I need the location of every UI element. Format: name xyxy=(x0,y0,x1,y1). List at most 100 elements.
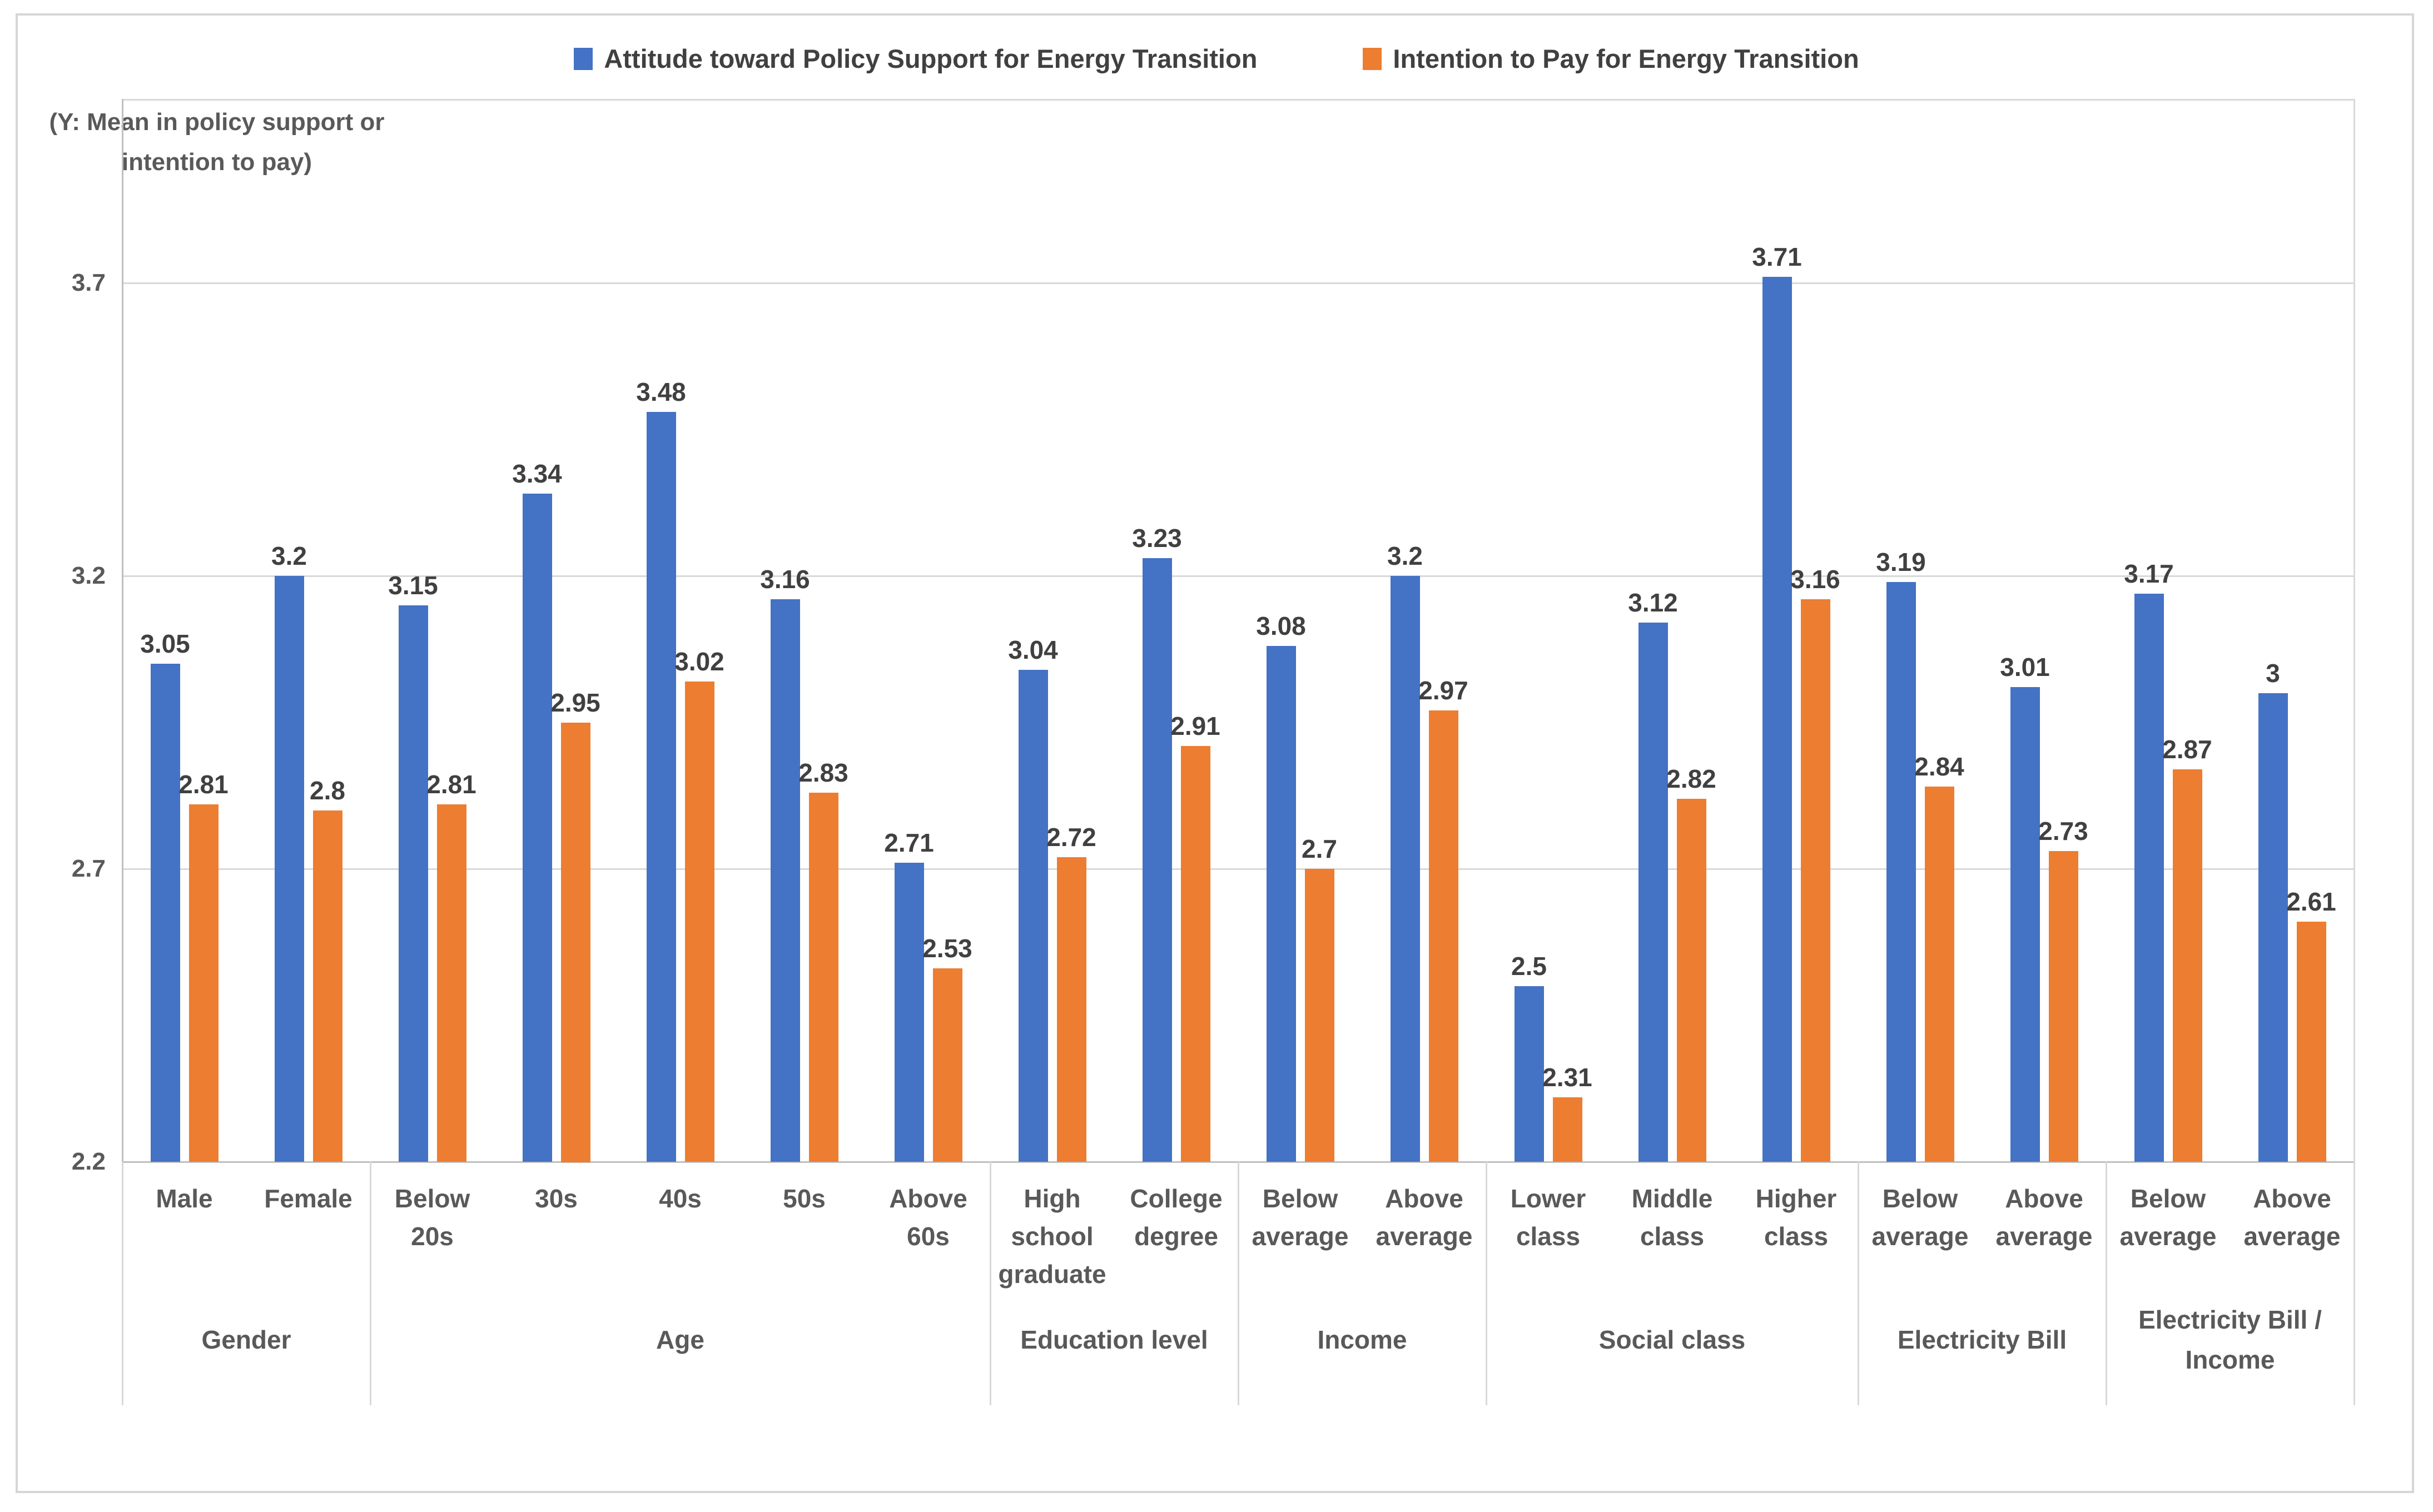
bar-attitude-13 xyxy=(1762,277,1792,1162)
group-label-6: Electricity Bill / Income xyxy=(2138,1305,2322,1374)
group-divider-2 xyxy=(1238,1162,1239,1405)
bar-intention-2 xyxy=(437,804,466,1162)
category-label-11: Lower class xyxy=(1510,1184,1586,1251)
y-tick-label: 2.2 xyxy=(71,1148,106,1175)
bar-attitude-6 xyxy=(895,863,924,1162)
bar-label-attitude-2: 3.15 xyxy=(388,571,438,600)
bar-label-intention-10: 2.97 xyxy=(1418,676,1468,705)
group-label-1: Age xyxy=(656,1325,704,1354)
bar-label-attitude-3: 3.34 xyxy=(512,459,562,488)
bar-label-intention-17: 2.61 xyxy=(2286,887,2336,916)
group-divider-3 xyxy=(1486,1162,1487,1405)
bar-label-attitude-15: 3.01 xyxy=(2000,653,2050,682)
bar-intention-10 xyxy=(1429,710,1458,1162)
gridline-3.2 xyxy=(122,575,2354,577)
category-label-10: Above average xyxy=(1376,1184,1473,1251)
bar-label-intention-2: 2.81 xyxy=(426,770,476,799)
bar-label-intention-16: 2.87 xyxy=(2162,735,2212,764)
category-label-8: College degree xyxy=(1130,1184,1223,1251)
bar-label-attitude-1: 3.2 xyxy=(271,541,307,570)
group-divider-6 xyxy=(2353,1162,2355,1405)
category-label-0: Male xyxy=(156,1184,213,1213)
bar-intention-16 xyxy=(2173,769,2202,1162)
bar-label-attitude-8: 3.23 xyxy=(1132,524,1182,553)
bar-intention-11 xyxy=(1553,1097,1582,1162)
bar-attitude-16 xyxy=(2134,594,2164,1162)
bar-intention-5 xyxy=(809,793,838,1162)
y-axis-line xyxy=(122,99,123,1405)
category-label-15: Above average xyxy=(1995,1184,2093,1251)
bar-label-attitude-13: 3.71 xyxy=(1752,242,1802,271)
y-axis-title: (Y: Mean in policy support or intention … xyxy=(16,102,418,182)
bar-label-attitude-17: 3 xyxy=(2266,659,2280,688)
group-label-3: Income xyxy=(1317,1325,1407,1354)
legend-item-intention: Intention to Pay for Energy Transition xyxy=(1363,43,1859,74)
category-label-7: High school graduate xyxy=(998,1184,1106,1289)
bar-label-intention-11: 2.31 xyxy=(1542,1063,1592,1092)
bar-label-attitude-14: 3.19 xyxy=(1876,548,1926,576)
bar-attitude-8 xyxy=(1143,558,1172,1162)
bar-intention-9 xyxy=(1305,869,1334,1162)
group-label-5: Electricity Bill xyxy=(1897,1325,2067,1354)
bar-attitude-9 xyxy=(1267,646,1296,1162)
bar-label-intention-5: 2.83 xyxy=(798,758,848,787)
bar-intention-17 xyxy=(2297,922,2326,1162)
gridline-2.7 xyxy=(122,868,2354,870)
bar-label-intention-8: 2.91 xyxy=(1170,712,1220,740)
bar-attitude-7 xyxy=(1019,670,1048,1162)
category-label-16: Below average xyxy=(2119,1184,2217,1251)
group-divider-0 xyxy=(370,1162,371,1405)
legend-item-attitude: Attitude toward Policy Support for Energ… xyxy=(574,43,1257,74)
bar-label-intention-14: 2.84 xyxy=(1914,752,1964,781)
bar-label-attitude-9: 3.08 xyxy=(1256,611,1306,640)
bar-attitude-14 xyxy=(1886,582,1916,1162)
bar-attitude-2 xyxy=(399,605,428,1162)
bar-label-intention-9: 2.7 xyxy=(1302,834,1337,863)
bar-attitude-3 xyxy=(523,494,552,1162)
bar-label-attitude-6: 2.71 xyxy=(884,828,934,857)
bar-intention-3 xyxy=(561,723,590,1162)
bar-label-intention-7: 2.72 xyxy=(1046,823,1096,852)
legend: Attitude toward Policy Support for Energ… xyxy=(0,43,2433,74)
category-label-12: Middle class xyxy=(1631,1184,1713,1251)
bar-label-attitude-7: 3.04 xyxy=(1008,635,1058,664)
category-label-14: Below average xyxy=(1871,1184,1969,1251)
bar-label-intention-15: 2.73 xyxy=(2038,817,2088,845)
category-label-6: Above 60s xyxy=(889,1184,967,1251)
gridline-3.7 xyxy=(122,282,2354,284)
group-divider-start xyxy=(122,1162,123,1405)
legend-swatch-attitude-icon xyxy=(574,47,593,70)
bar-label-intention-12: 2.82 xyxy=(1666,764,1716,793)
bar-intention-15 xyxy=(2049,851,2078,1162)
bar-intention-12 xyxy=(1677,799,1706,1162)
category-label-17: Above average xyxy=(2243,1184,2341,1251)
y-tick-label: 2.7 xyxy=(71,855,106,882)
bar-label-attitude-5: 3.16 xyxy=(760,565,810,594)
bar-label-attitude-16: 3.17 xyxy=(2124,559,2174,588)
legend-swatch-intention-icon xyxy=(1363,47,1382,70)
bar-intention-6 xyxy=(933,968,962,1162)
y-axis-title-line1: (Y: Mean in policy support or xyxy=(49,108,385,136)
category-label-1: Female xyxy=(264,1184,352,1213)
bar-label-intention-13: 3.16 xyxy=(1790,565,1840,594)
category-label-2: Below 20s xyxy=(394,1184,470,1251)
bar-attitude-10 xyxy=(1391,576,1420,1162)
bar-label-attitude-10: 3.2 xyxy=(1387,541,1423,570)
bar-intention-0 xyxy=(189,804,219,1162)
category-label-4: 40s xyxy=(659,1184,702,1213)
category-label-5: 50s xyxy=(783,1184,826,1213)
bar-attitude-1 xyxy=(275,576,304,1162)
bar-attitude-15 xyxy=(2010,687,2040,1162)
bar-attitude-11 xyxy=(1515,986,1544,1162)
bar-intention-4 xyxy=(685,682,714,1162)
bar-attitude-4 xyxy=(647,412,676,1162)
bar-label-intention-1: 2.8 xyxy=(310,776,345,805)
bar-attitude-5 xyxy=(771,599,800,1162)
category-label-3: 30s xyxy=(535,1184,578,1213)
y-tick-label: 3.2 xyxy=(71,562,106,589)
legend-label-intention: Intention to Pay for Energy Transition xyxy=(1393,44,1859,73)
bar-label-intention-4: 3.02 xyxy=(674,647,724,676)
chart-border-frame xyxy=(16,13,2414,1493)
plot-right-border xyxy=(2353,99,2355,1405)
